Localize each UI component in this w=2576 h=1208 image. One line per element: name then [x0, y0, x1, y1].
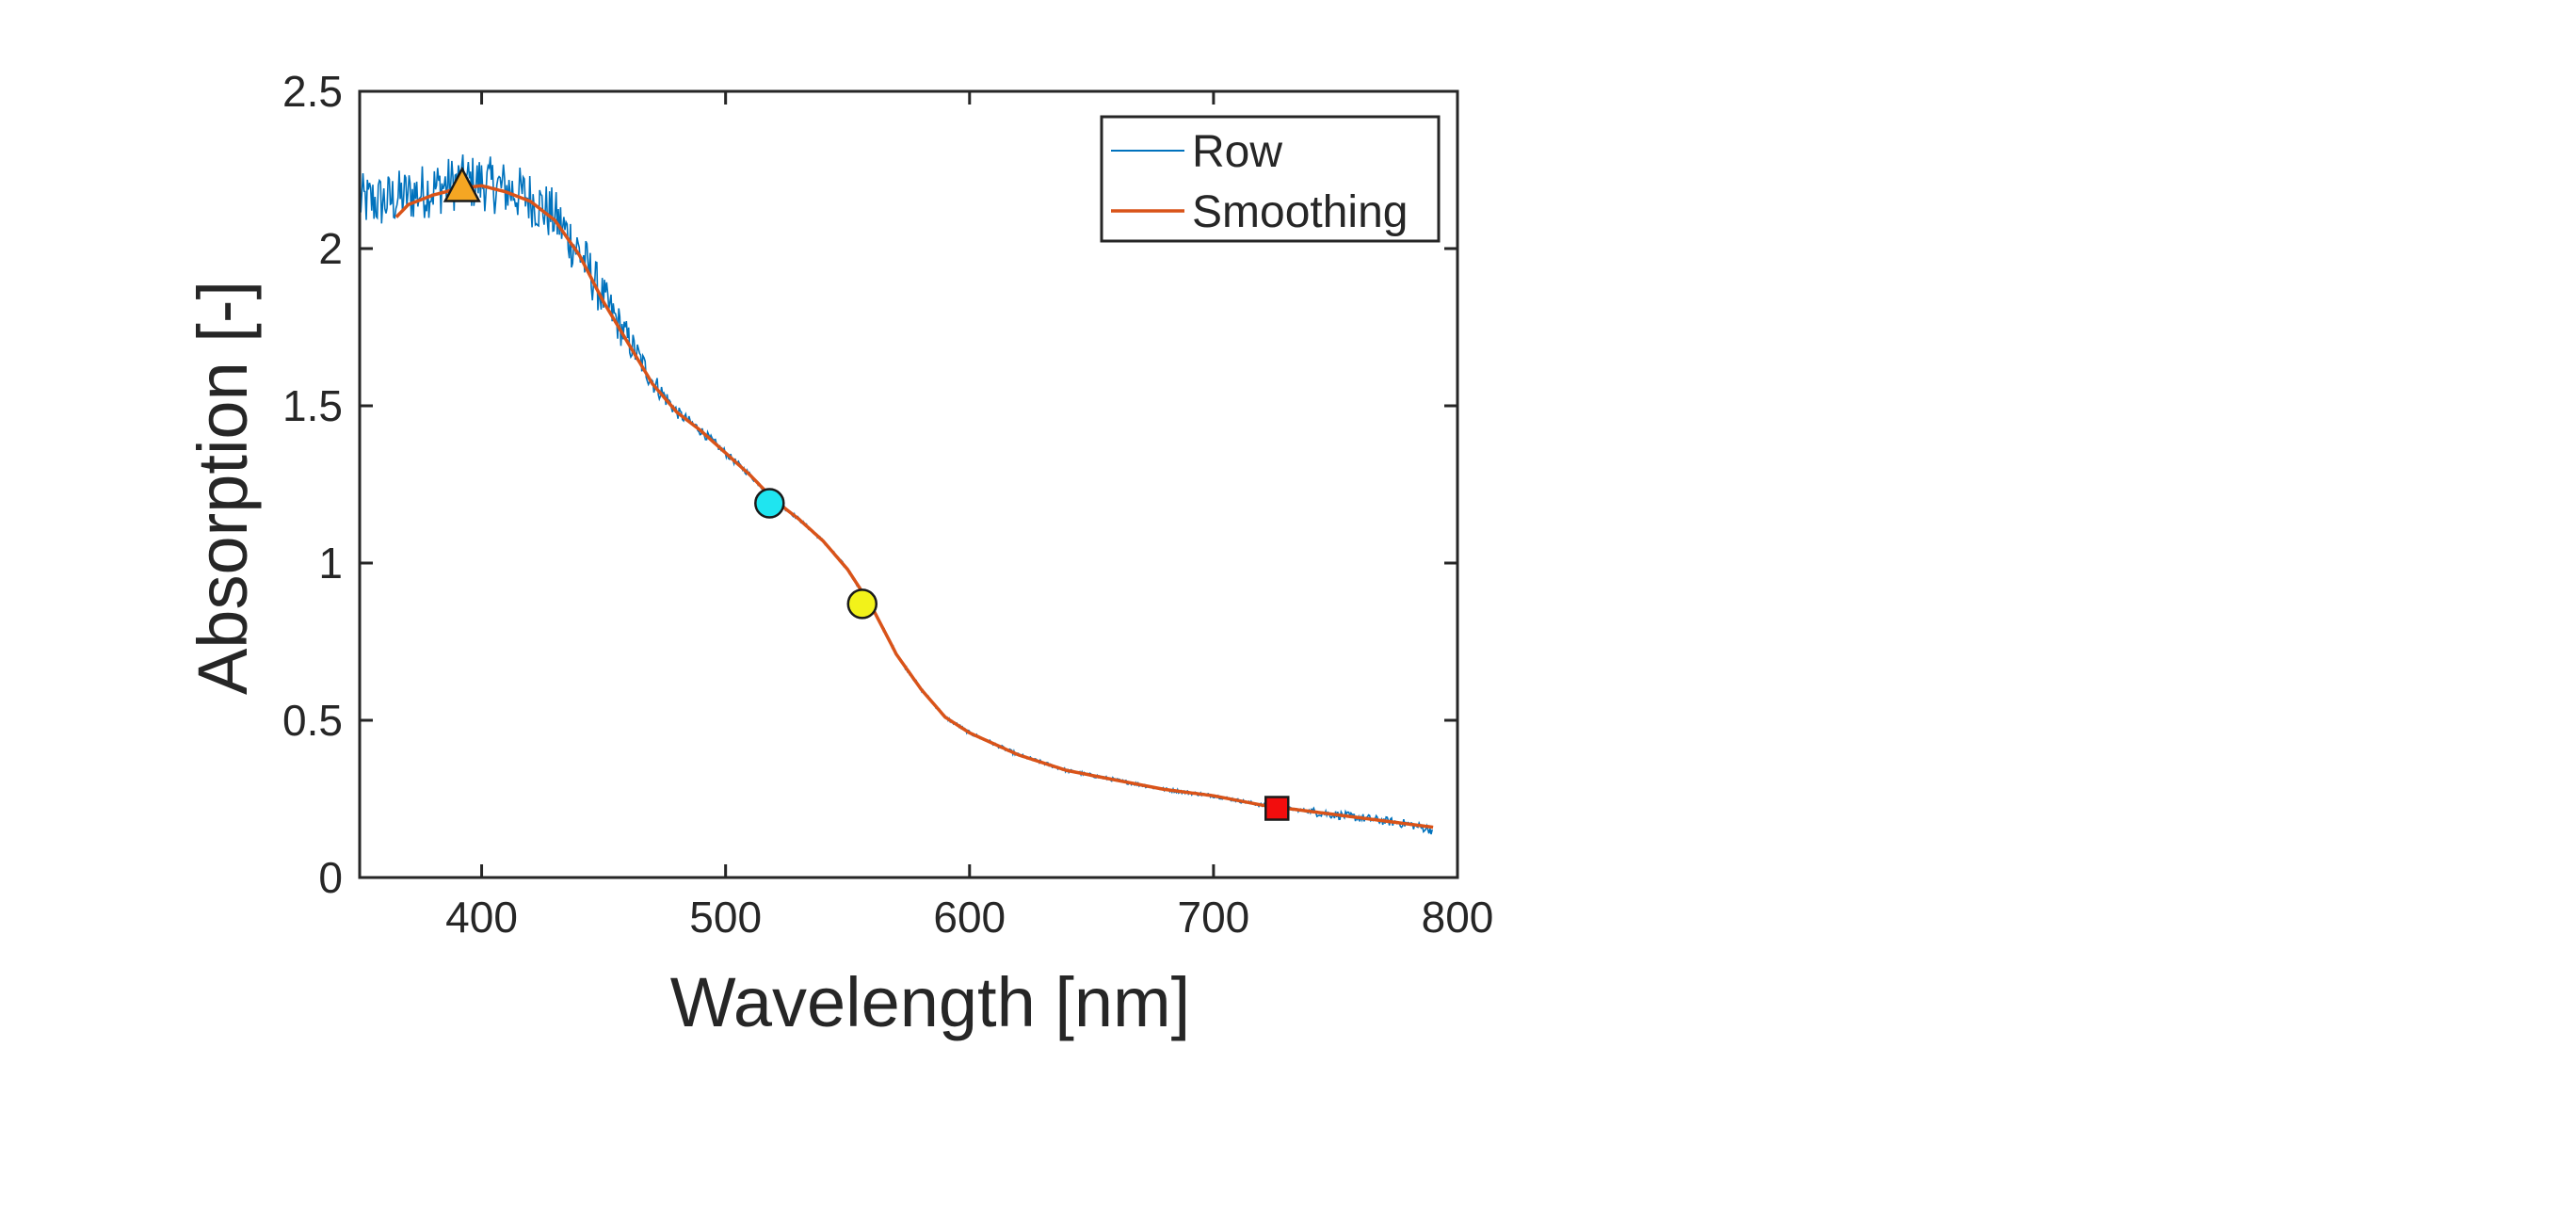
y-tick-label: 1 [318, 539, 343, 588]
y-tick-label: 1.5 [282, 381, 343, 430]
x-tick-label: 700 [1178, 893, 1250, 942]
marker-triangle-0 [443, 166, 481, 202]
x-tick-label: 400 [445, 893, 518, 942]
y-tick-label: 2 [318, 224, 343, 273]
marker-circle-2 [846, 588, 878, 620]
x-tick-label: 800 [1422, 893, 1494, 942]
tick-layer: 400 500 600 700 800 0 0.5 1 1.5 2 2.5 [282, 67, 1493, 942]
marker-circle-1 [754, 488, 785, 519]
plot-frame [358, 89, 1459, 879]
x-tick-label: 600 [933, 893, 1006, 942]
axes-layer [358, 89, 1459, 879]
legend: Row Smoothing [1100, 115, 1441, 243]
legend-entry-0: Row [1192, 127, 1282, 177]
x-axis-label: Wavelength [nm] [670, 963, 1191, 1041]
legend-box [1100, 115, 1441, 243]
y-tick-label: 2.5 [282, 67, 343, 116]
legend-entry-1: Smoothing [1192, 187, 1408, 237]
series-row-line [360, 154, 1433, 835]
marker-layer [443, 166, 1290, 821]
series-layer [360, 154, 1434, 835]
y-axis-label: Absorption [-] [184, 281, 262, 695]
marker-square-3 [1264, 796, 1290, 821]
series-smoothing-line [394, 184, 1434, 829]
y-tick-label: 0.5 [282, 696, 343, 745]
x-tick-label: 500 [689, 893, 762, 942]
y-tick-label: 0 [318, 853, 343, 902]
